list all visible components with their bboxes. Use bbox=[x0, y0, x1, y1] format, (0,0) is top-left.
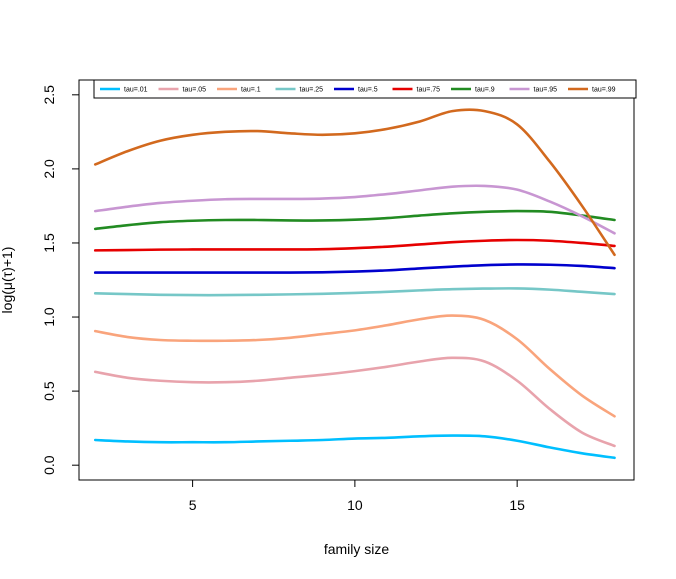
legend-label: tau=.75 bbox=[417, 87, 441, 94]
series-line-tau01 bbox=[93, 434, 616, 460]
series-line-tau95 bbox=[93, 184, 616, 235]
legend-label: tau=.99 bbox=[592, 87, 616, 94]
series-line-tau9 bbox=[93, 209, 616, 231]
x-axis-title: family size bbox=[324, 541, 390, 557]
y-axis: 0.0 0.5 1.0 1.5 2.0 2.5 bbox=[41, 85, 79, 475]
series-line-tau1 bbox=[93, 314, 616, 418]
series-line-tau75 bbox=[93, 238, 616, 252]
series-lines bbox=[93, 108, 616, 460]
legend-label: tau=.95 bbox=[534, 87, 558, 94]
legend: tau=.01 tau=.05 tau=.1 tau=.25 tau=.5 tau=.75… bbox=[93, 79, 637, 99]
legend-box bbox=[93, 79, 637, 99]
series-line-tau5 bbox=[93, 263, 616, 274]
legend-label: tau=.1 bbox=[241, 87, 261, 94]
y-tick-label: 2.0 bbox=[41, 159, 57, 179]
x-tick-label: 15 bbox=[509, 497, 525, 513]
legend-label: tau=.05 bbox=[183, 87, 207, 94]
y-tick-label: 0.0 bbox=[41, 455, 57, 475]
legend-label: tau=.5 bbox=[358, 87, 378, 94]
y-tick-label: 1.5 bbox=[41, 233, 57, 253]
series-line-tau99 bbox=[93, 108, 616, 257]
x-tick-label: 5 bbox=[189, 497, 197, 513]
y-tick-label: 2.5 bbox=[41, 85, 57, 105]
series-line-tau25 bbox=[93, 287, 616, 297]
y-tick-label: 1.0 bbox=[41, 307, 57, 327]
y-axis-title: log(μ(τ)+1) bbox=[0, 247, 15, 314]
y-tick-label: 0.5 bbox=[41, 381, 57, 401]
x-tick-label: 10 bbox=[347, 497, 363, 513]
legend-label: tau=.9 bbox=[475, 87, 495, 94]
legend-label: tau=.25 bbox=[300, 87, 324, 94]
legend-label: tau=.01 bbox=[124, 87, 148, 94]
series-line-tau05 bbox=[93, 356, 616, 448]
x-axis: 5 10 15 bbox=[189, 480, 525, 513]
